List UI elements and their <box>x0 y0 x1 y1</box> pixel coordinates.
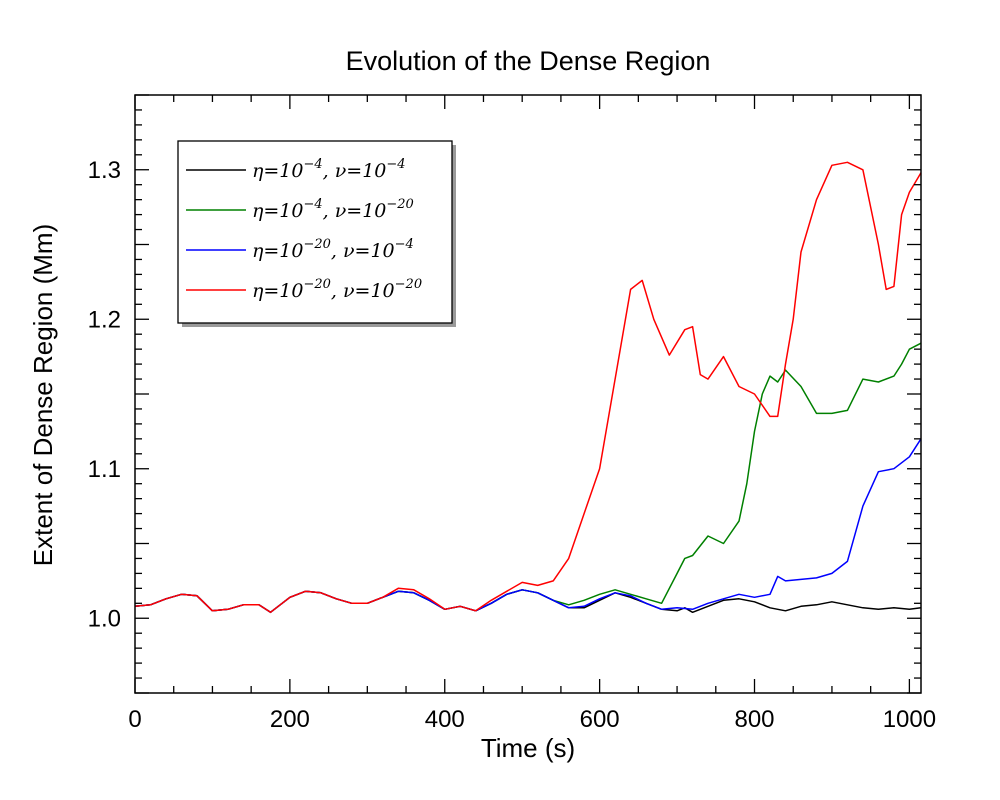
series-group <box>134 161 922 614</box>
y-tick-label: 1.2 <box>88 306 121 333</box>
ticks-group: 0 200 400 600 800 1000 1.0 1.1 1.2 1.3 <box>88 94 936 733</box>
x-tick-label: 1000 <box>883 706 936 733</box>
legend-label-3: η=10−20, ν=10−4 <box>252 237 414 262</box>
x-tick-label: 0 <box>128 706 141 733</box>
series-line-4 <box>134 161 922 614</box>
y-tick-label: 1.3 <box>88 157 121 184</box>
x-tick-label: 800 <box>734 706 774 733</box>
legend-label-2: η=10−4, ν=10−20 <box>252 197 414 222</box>
plot-frame <box>134 94 922 694</box>
y-tick-label: 1.0 <box>88 605 121 632</box>
x-axis-label: Time (s) <box>481 733 575 763</box>
y-axis-label: Extent of Dense Region (Mm) <box>28 224 58 566</box>
legend-label-1: η=10−4, ν=10−4 <box>252 157 406 182</box>
chart-title: Evolution of the Dense Region <box>346 46 711 76</box>
y-tick-label: 1.1 <box>88 456 121 483</box>
legend-label-4: η=10−20, ν=10−20 <box>252 277 422 302</box>
x-tick-label: 200 <box>270 706 310 733</box>
x-tick-label: 600 <box>580 706 620 733</box>
x-tick-label: 400 <box>425 706 465 733</box>
legend: η=10−4, ν=10−4 η=10−4, ν=10−20 η=10−20, ν=… <box>177 140 456 327</box>
legend-box <box>177 140 453 324</box>
